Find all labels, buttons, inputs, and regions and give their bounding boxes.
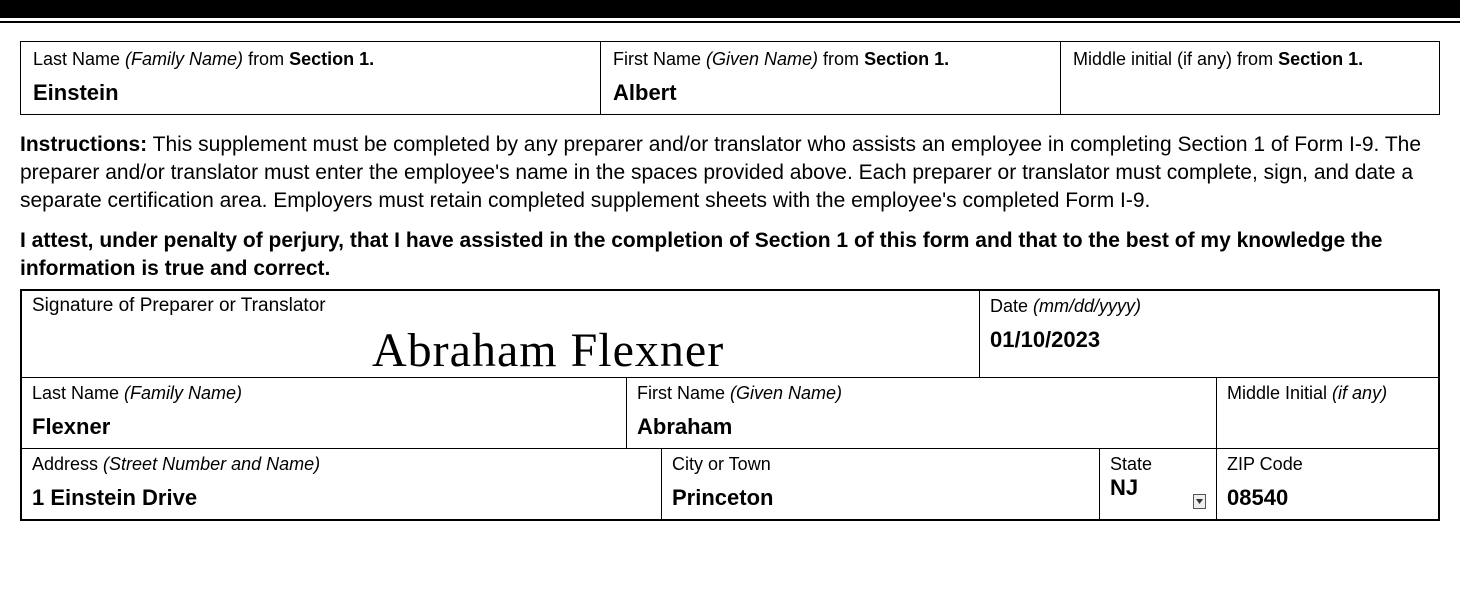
- preparer-date-label: Date (mm/dd/yyyy): [990, 295, 1428, 317]
- preparer-city-value[interactable]: Princeton: [672, 485, 1089, 511]
- employee-last-name-value[interactable]: Einstein: [33, 80, 590, 106]
- preparer-mi-cell: Middle Initial (if any): [1217, 378, 1438, 448]
- preparer-last-name-label: Last Name (Family Name): [32, 382, 616, 404]
- preparer-state-value[interactable]: NJ: [1110, 475, 1138, 501]
- preparer-first-name-label: First Name (Given Name): [637, 382, 1206, 404]
- preparer-zip-value[interactable]: 08540: [1227, 485, 1428, 511]
- preparer-last-name-cell: Last Name (Family Name) Flexner: [22, 378, 627, 448]
- employee-last-name-cell: Last Name (Family Name) from Section 1. …: [21, 42, 601, 114]
- employee-name-row: Last Name (Family Name) from Section 1. …: [20, 41, 1440, 115]
- instructions-paragraph: Instructions: This supplement must be co…: [20, 131, 1440, 215]
- top-black-bar: [0, 0, 1460, 18]
- preparer-zip-label: ZIP Code: [1227, 453, 1428, 475]
- preparer-zip-cell: ZIP Code 08540: [1217, 449, 1438, 519]
- attestation-text: I attest, under penalty of perjury, that…: [20, 227, 1440, 283]
- preparer-signature-value[interactable]: Abraham Flexner: [372, 327, 724, 375]
- preparer-mi-label: Middle Initial (if any): [1227, 382, 1428, 404]
- preparer-date-cell: Date (mm/dd/yyyy) 01/10/2023: [980, 291, 1438, 377]
- preparer-first-name-cell: First Name (Given Name) Abraham: [627, 378, 1217, 448]
- preparer-address-cell: Address (Street Number and Name) 1 Einst…: [22, 449, 662, 519]
- preparer-city-label: City or Town: [672, 453, 1089, 475]
- preparer-last-name-value[interactable]: Flexner: [32, 414, 616, 440]
- header-rule: [0, 21, 1460, 23]
- preparer-signature-cell: Signature of Preparer or Translator Abra…: [22, 291, 980, 377]
- dropdown-arrow-icon[interactable]: [1193, 494, 1206, 509]
- preparer-address-label: Address (Street Number and Name): [32, 453, 651, 475]
- preparer-state-label: State: [1110, 453, 1206, 475]
- preparer-date-value[interactable]: 01/10/2023: [990, 327, 1428, 353]
- employee-first-name-cell: First Name (Given Name) from Section 1. …: [601, 42, 1061, 114]
- preparer-state-cell: State NJ: [1100, 449, 1217, 519]
- preparer-table: Signature of Preparer or Translator Abra…: [20, 289, 1440, 521]
- employee-mi-label: Middle initial (if any) from Section 1.: [1073, 48, 1429, 70]
- employee-last-name-label: Last Name (Family Name) from Section 1.: [33, 48, 590, 70]
- preparer-city-cell: City or Town Princeton: [662, 449, 1100, 519]
- instructions-body: This supplement must be completed by any…: [20, 133, 1421, 212]
- instructions-lead: Instructions:: [20, 133, 147, 156]
- preparer-address-value[interactable]: 1 Einstein Drive: [32, 485, 651, 511]
- preparer-signature-label: Signature of Preparer or Translator: [32, 295, 969, 317]
- preparer-row-name: Last Name (Family Name) Flexner First Na…: [22, 378, 1438, 449]
- employee-mi-cell: Middle initial (if any) from Section 1.: [1061, 42, 1439, 114]
- preparer-row-address: Address (Street Number and Name) 1 Einst…: [22, 449, 1438, 519]
- employee-first-name-value[interactable]: Albert: [613, 80, 1050, 106]
- preparer-row-signature: Signature of Preparer or Translator Abra…: [22, 291, 1438, 378]
- employee-first-name-label: First Name (Given Name) from Section 1.: [613, 48, 1050, 70]
- preparer-first-name-value[interactable]: Abraham: [637, 414, 1206, 440]
